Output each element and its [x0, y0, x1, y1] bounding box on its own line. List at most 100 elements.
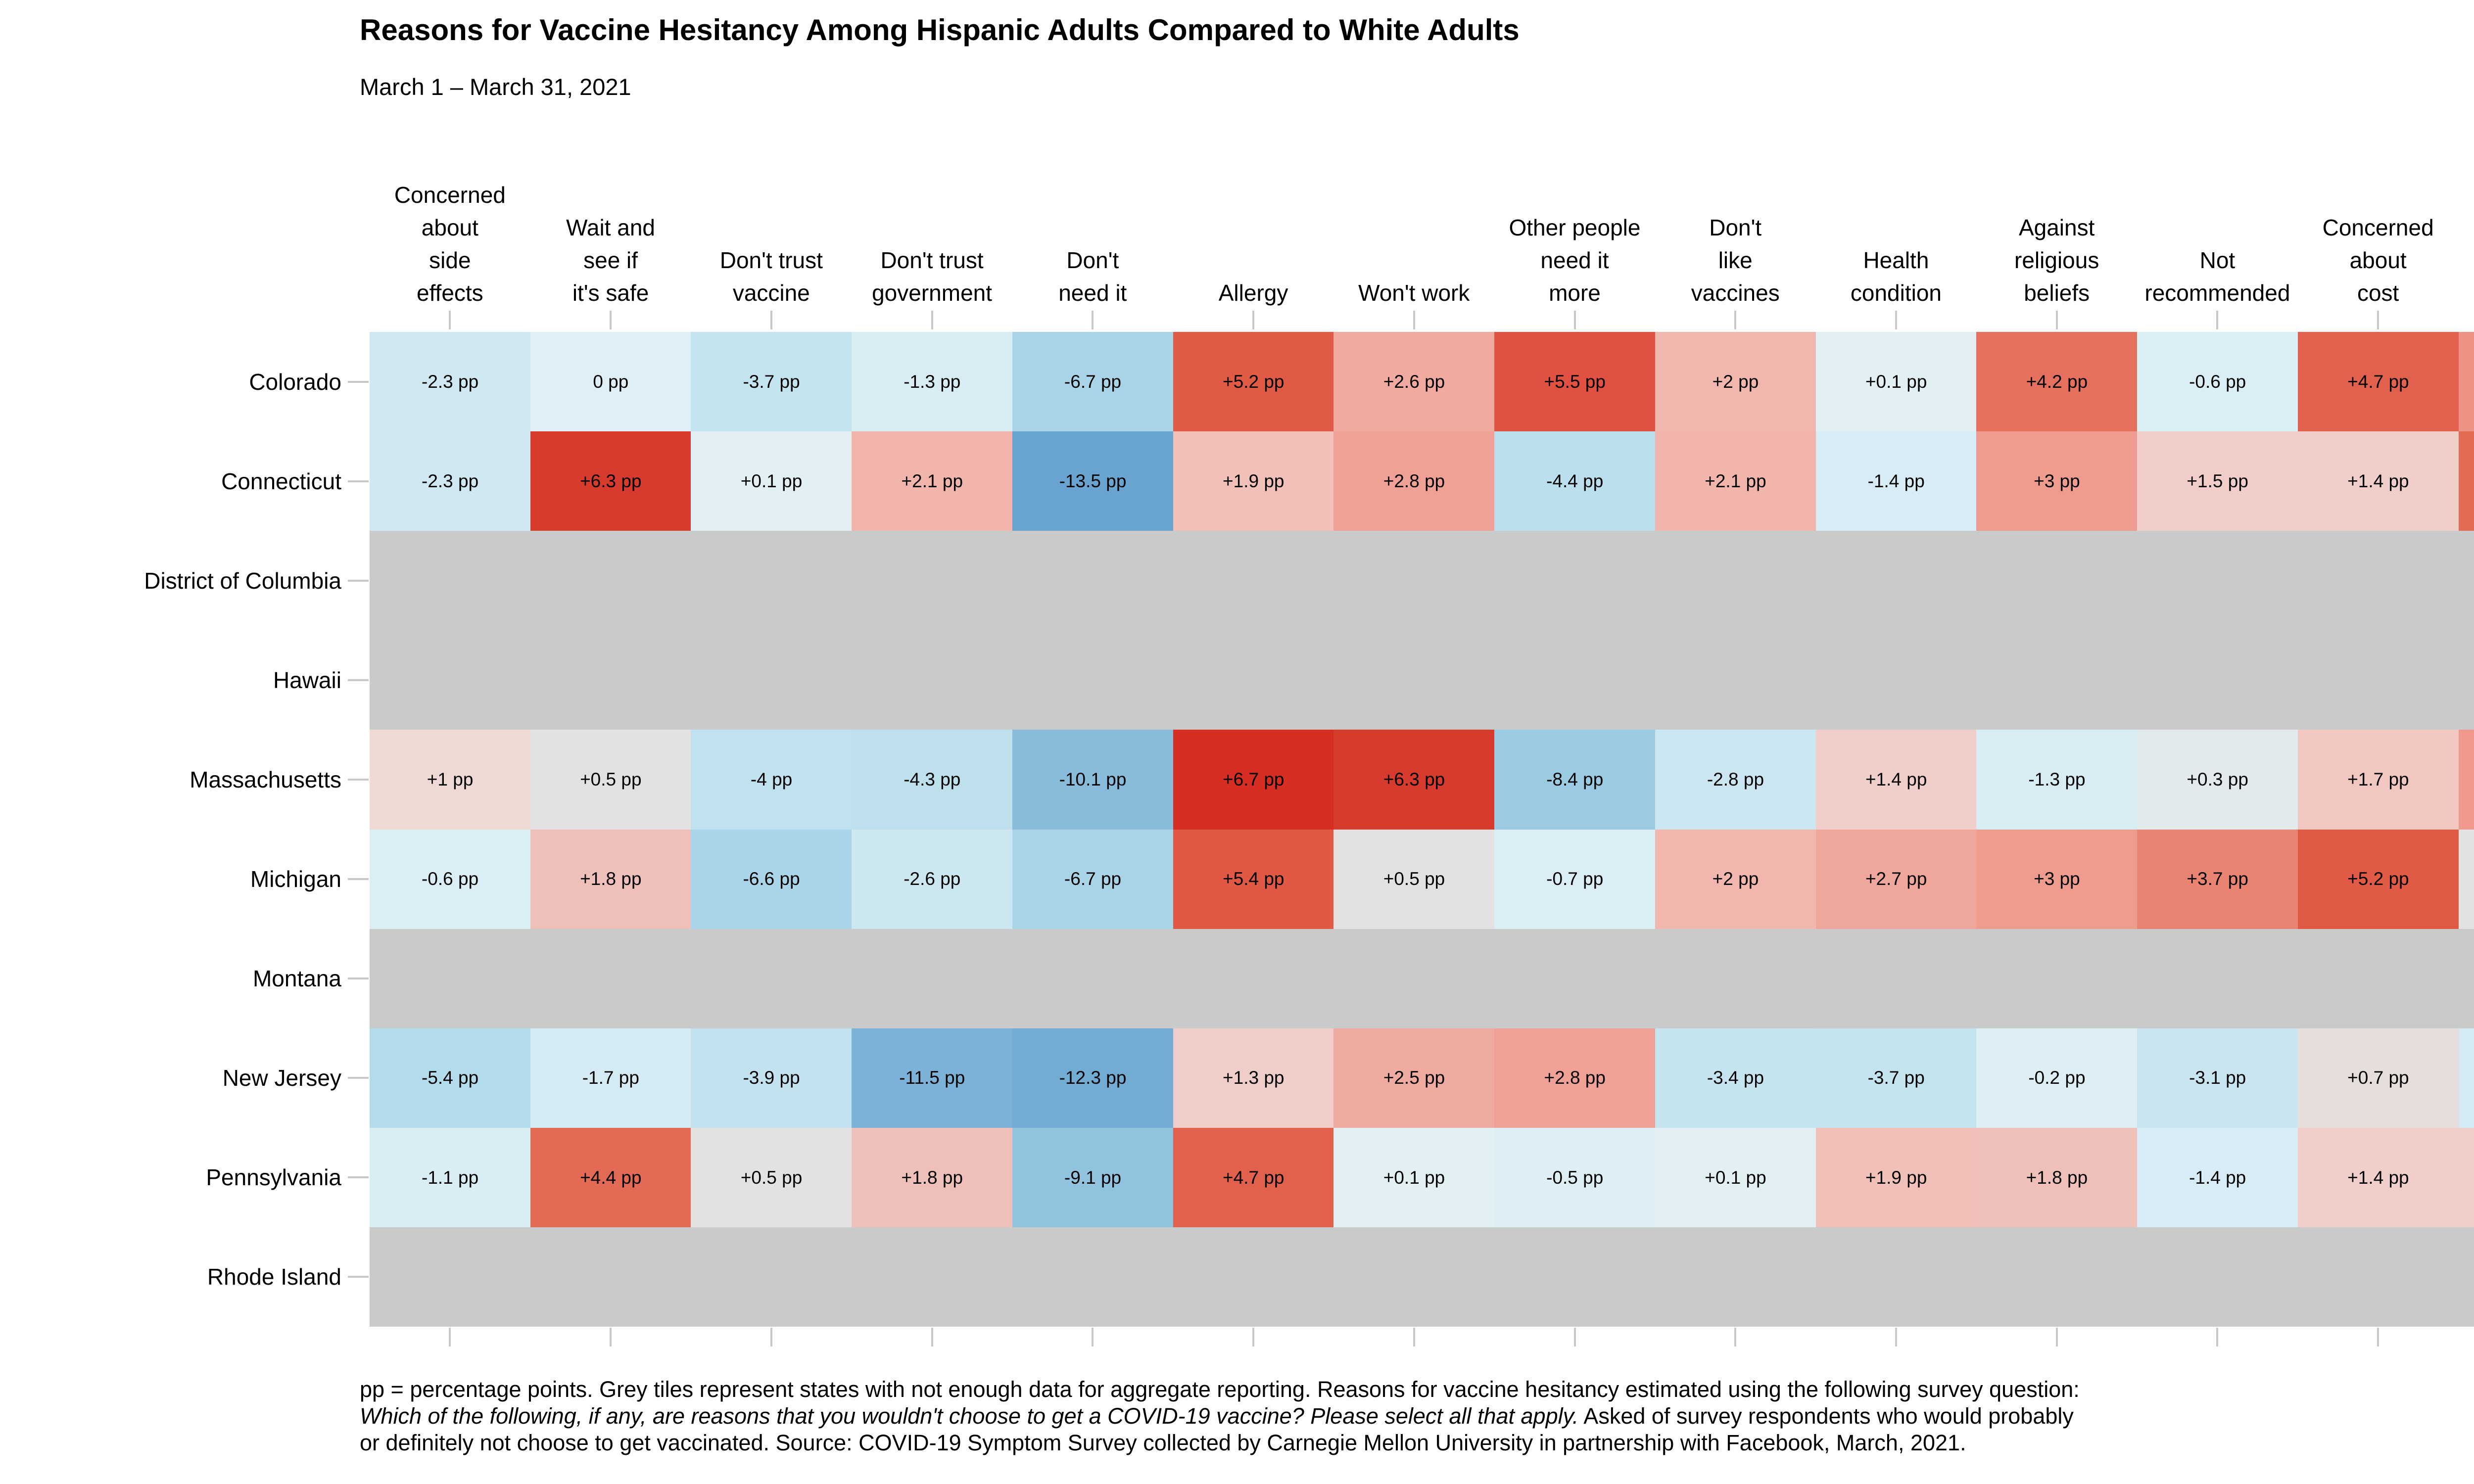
heatmap-cell: +5.4 pp	[1173, 829, 1334, 929]
footnote-line-2: Which of the following, if any, are reas…	[360, 1403, 2080, 1430]
heatmap-cell: -0.6 pp	[2137, 332, 2298, 432]
column-header: Don't need it	[932, 244, 1253, 309]
cell-value-label: +5.5 pp	[1544, 371, 1606, 392]
heatmap-cell: -6.7 pp	[1012, 829, 1174, 929]
heatmap-cell-no-data	[1655, 630, 1816, 730]
column-header: Health condition	[1735, 244, 2056, 309]
column-header-line: cost	[2357, 280, 2399, 306]
cell-value-label: -0.2 pp	[2028, 1067, 2086, 1088]
heatmap-cell: +5.2 pp	[2297, 829, 2459, 929]
cell-value-label: -1.4 pp	[2189, 1167, 2246, 1188]
row-label: Rhode Island	[207, 1264, 341, 1290]
column-header-line: beliefs	[2024, 280, 2090, 306]
cell-value-label: +4.4 pp	[580, 1167, 642, 1188]
cell-value-label: -0.6 pp	[422, 869, 479, 889]
heatmap-cell: -1.1 pp	[370, 1127, 531, 1228]
heatmap-cell: +4.4 pp	[530, 1127, 691, 1228]
heatmap-cell: +4.7 pp	[2297, 332, 2459, 432]
row-label: New Jersey	[222, 1065, 341, 1091]
cell-value-label: +3 pp	[2034, 470, 2080, 491]
cell-value-label: +2.7 pp	[1865, 869, 1927, 889]
heatmap-cell: +1.4 pp	[2297, 1127, 2459, 1228]
axis-tick	[2055, 311, 2058, 329]
cell-value-label: -13.5 pp	[1059, 470, 1127, 491]
cell-value-label: +0.1 pp	[1705, 1167, 1766, 1188]
cell-value-label: +1.8 pp	[580, 869, 642, 889]
column-header-line: Pregnancy	[2378, 277, 2474, 309]
heatmap-cell: +1.7 pp	[2297, 730, 2459, 830]
heatmap-cell: -5.4 pp	[370, 1028, 531, 1128]
cell-value-label: +1.9 pp	[1223, 470, 1285, 491]
heatmap-cell: +3.5 pp	[2458, 332, 2474, 432]
heatmap-cell: +5.5 pp	[1494, 332, 1656, 432]
heatmap-cell: +4.2 pp	[1976, 332, 2138, 432]
column-header-line: Don't	[1066, 247, 1119, 273]
axis-tick	[348, 1077, 369, 1079]
axis-tick	[1895, 1328, 1897, 1346]
footnote-line-2-rest: Asked of survey respondents who would pr…	[1578, 1403, 2074, 1429]
heatmap-cell-no-data	[2297, 928, 2459, 1029]
cell-value-label: -6.7 pp	[1064, 869, 1122, 889]
cell-value-label: -3.4 pp	[1707, 1067, 1764, 1088]
heatmap-cell-no-data	[1333, 928, 1495, 1029]
heatmap-cell: +3 pp	[1976, 431, 2138, 531]
column-header: Wait and see if it's safe	[450, 211, 771, 309]
column-header-line: Against	[2018, 215, 2095, 240]
heatmap-cell: +2.8 pp	[1333, 431, 1495, 531]
column-header: Other people need it more	[1414, 211, 1735, 309]
column-header-line: Don't trust	[880, 247, 984, 273]
heatmap-cell-no-data	[1173, 531, 1334, 631]
cell-value-label: +2.1 pp	[1705, 470, 1766, 491]
axis-tick	[449, 1328, 451, 1346]
cell-value-label: +6.7 pp	[1223, 769, 1285, 790]
cell-value-label: +1.9 pp	[1865, 1167, 1927, 1188]
heatmap-cell-no-data	[2458, 531, 2474, 631]
heatmap-cell: +1.4 pp	[1815, 730, 1977, 830]
heatmap-cell-no-data	[1494, 531, 1656, 631]
cell-value-label: -2.3 pp	[422, 371, 479, 392]
cell-value-label: +2 pp	[1712, 371, 1759, 392]
column-header-line: Don't trust	[719, 247, 823, 273]
cell-value-label: -3.7 pp	[743, 371, 800, 392]
axis-tick	[348, 878, 369, 881]
cell-value-label: -1.1 pp	[422, 1167, 479, 1188]
cell-value-label: +0.1 pp	[740, 470, 803, 491]
heatmap-cell: -13.5 pp	[1012, 431, 1174, 531]
column-header-line: it's safe	[572, 280, 649, 306]
axis-tick	[2216, 1328, 2219, 1346]
cell-value-label: -3.7 pp	[1867, 1067, 1925, 1088]
heatmap-cell: -2.3 pp	[370, 332, 531, 432]
column-header: Not recommended	[2057, 244, 2378, 309]
heatmap-cell-no-data	[1012, 630, 1174, 730]
heatmap-cell-no-data	[2137, 630, 2298, 730]
cell-value-label: +1.7 pp	[2347, 769, 2409, 790]
column-header-line: Other people	[1509, 215, 1641, 240]
heatmap-cell-no-data	[1173, 928, 1334, 1029]
heatmap-cell-no-data	[1815, 531, 1977, 631]
cell-value-label: -4.3 pp	[904, 769, 961, 790]
axis-tick	[1252, 311, 1255, 329]
cell-value-label: -1.7 pp	[582, 1067, 639, 1088]
heatmap-cell: +0.1 pp	[1333, 1127, 1495, 1228]
cell-value-label: +1.4 pp	[2347, 1167, 2409, 1188]
heatmap-cell: -0.5 pp	[1494, 1127, 1656, 1228]
heatmap-cell: +2 pp	[1655, 829, 1816, 929]
heatmap-cell: +1.8 pp	[1976, 1127, 2138, 1228]
heatmap-cell-no-data	[370, 1227, 531, 1327]
row-label: District of Columbia	[144, 567, 341, 594]
heatmap-cell: +1.8 pp	[530, 829, 691, 929]
column-header-line: vaccines	[1691, 280, 1780, 306]
axis-tick	[1734, 311, 1737, 329]
axis-tick	[931, 311, 933, 329]
heatmap-cell: +2.7 pp	[1815, 829, 1977, 929]
heatmap-cell-no-data	[852, 531, 1013, 631]
column-header-line: Won't work	[1358, 280, 1470, 306]
heatmap-cell-no-data	[691, 1227, 852, 1327]
heatmap-cell: +2.6 pp	[1333, 332, 1495, 432]
heatmap-cell: -10.1 pp	[1012, 730, 1174, 830]
row-label: Michigan	[250, 866, 341, 892]
heatmap-cell: +1.5 pp	[2137, 431, 2298, 531]
cell-value-label: -0.5 pp	[1546, 1167, 1604, 1188]
heatmap-cell: -3.1 pp	[2137, 1028, 2298, 1128]
heatmap-cell-no-data	[1815, 630, 1977, 730]
